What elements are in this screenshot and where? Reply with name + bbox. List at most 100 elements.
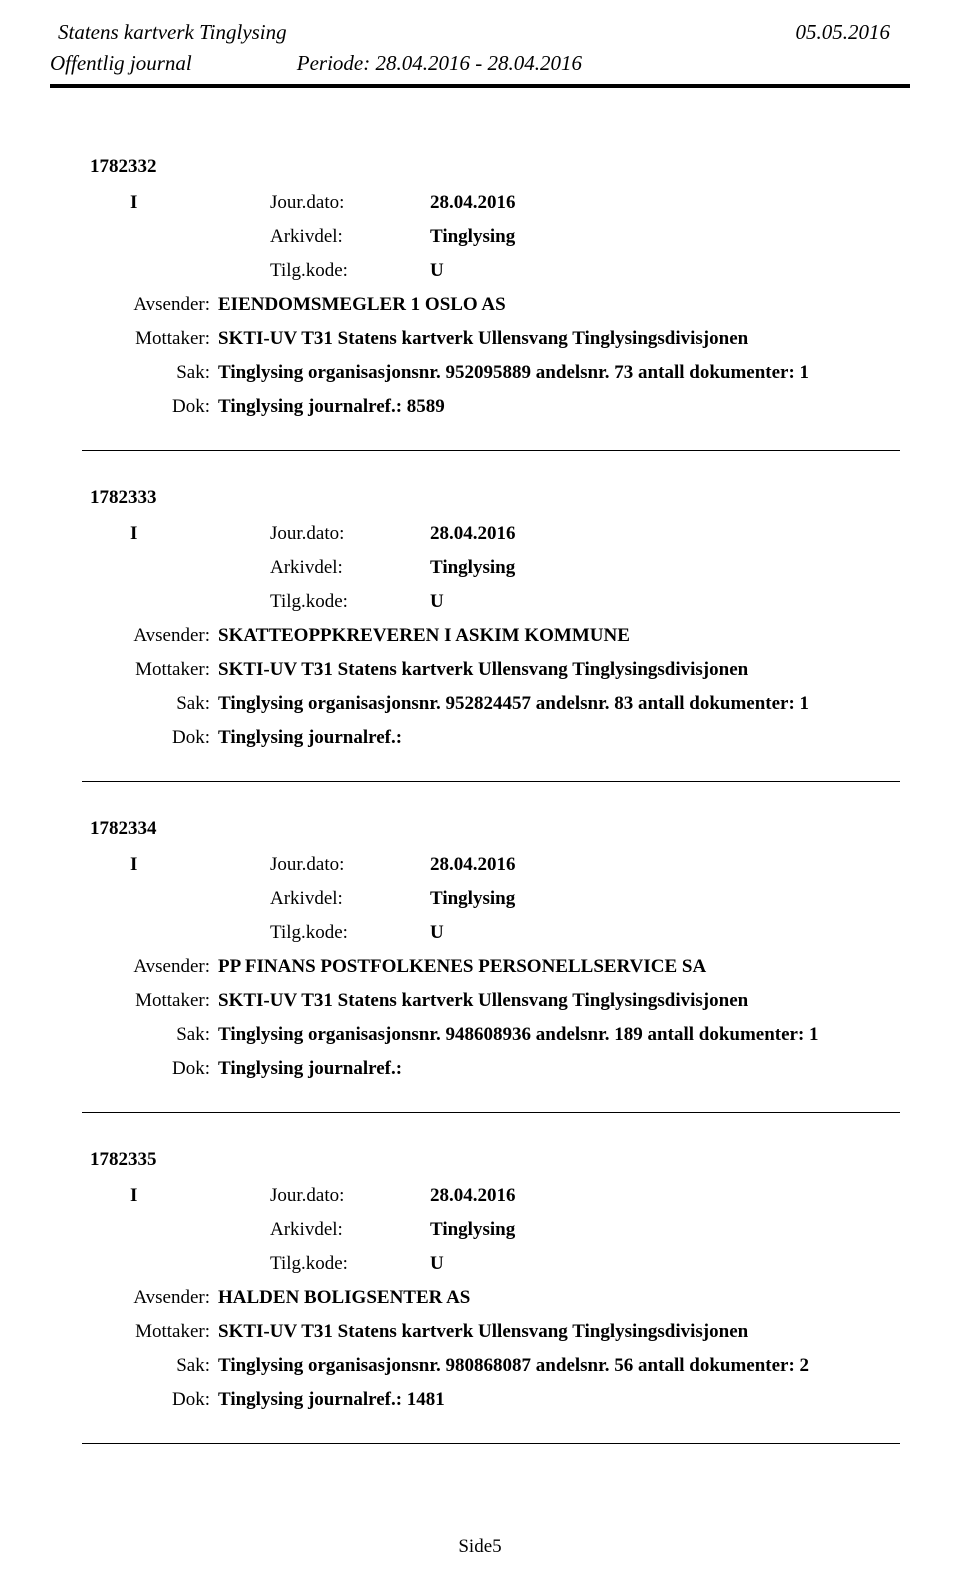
- entry-type: I: [130, 854, 270, 876]
- sak-value: Tinglysing organisasjonsnr. 952095889 an…: [218, 362, 910, 384]
- entry-type: I: [130, 1185, 270, 1207]
- sak-label: Sak:: [90, 362, 218, 384]
- avsender-value: EIENDOMSMEGLER 1 OSLO AS: [218, 294, 910, 316]
- sak-value: Tinglysing organisasjonsnr. 948608936 an…: [218, 1024, 910, 1046]
- mottaker-value: SKTI-UV T31 Statens kartverk Ullensvang …: [218, 1321, 910, 1343]
- avsender-label: Avsender:: [90, 1287, 218, 1309]
- mottaker-label: Mottaker:: [90, 1321, 218, 1343]
- entry-separator: [82, 1112, 900, 1113]
- sak-label: Sak:: [90, 1024, 218, 1046]
- dok-value: Tinglysing journalref.:: [218, 1058, 910, 1080]
- jourdato-value: 28.04.2016: [430, 854, 516, 876]
- tilgkode-value: U: [430, 922, 444, 944]
- header-title: Statens kartverk Tinglysing: [50, 20, 287, 45]
- entry-id: 1782334: [90, 818, 910, 840]
- journal-entry: 1782333IJour.dato:28.04.2016Arkivdel:Tin…: [90, 487, 910, 782]
- mottaker-value: SKTI-UV T31 Statens kartverk Ullensvang …: [218, 990, 910, 1012]
- arkivdel-value: Tinglysing: [430, 557, 515, 579]
- arkivdel-value: Tinglysing: [430, 888, 515, 910]
- entry-dok-line: Dok:Tinglysing journalref.:: [90, 1058, 910, 1080]
- avsender-label: Avsender:: [90, 625, 218, 647]
- entry-separator: [82, 781, 900, 782]
- jourdato-label: Jour.dato:: [270, 192, 430, 214]
- arkivdel-value: Tinglysing: [430, 1219, 515, 1241]
- entry-dok-line: Dok:Tinglysing journalref.: 8589: [90, 396, 910, 418]
- avsender-label: Avsender:: [90, 956, 218, 978]
- tilgkode-value: U: [430, 591, 444, 613]
- entry-jourdato-line: IJour.dato:28.04.2016: [90, 192, 910, 214]
- entry-sak-line: Sak:Tinglysing organisasjonsnr. 98086808…: [90, 1355, 910, 1377]
- entry-mottaker-line: Mottaker:SKTI-UV T31 Statens kartverk Ul…: [90, 1321, 910, 1343]
- entry-tilgkode-line: Tilg.kode:U: [90, 260, 910, 282]
- tilgkode-value: U: [430, 1253, 444, 1275]
- sak-value: Tinglysing organisasjonsnr. 980868087 an…: [218, 1355, 910, 1377]
- avsender-value: PP FINANS POSTFOLKENES PERSONELLSERVICE …: [218, 956, 910, 978]
- sak-label: Sak:: [90, 693, 218, 715]
- entry-avsender-line: Avsender:EIENDOMSMEGLER 1 OSLO AS: [90, 294, 910, 316]
- entry-id: 1782333: [90, 487, 910, 509]
- avsender-value: SKATTEOPPKREVEREN I ASKIM KOMMUNE: [218, 625, 910, 647]
- entry-tilgkode-line: Tilg.kode:U: [90, 922, 910, 944]
- tilgkode-label: Tilg.kode:: [270, 260, 430, 282]
- entry-arkivdel-line: Arkivdel:Tinglysing: [90, 226, 910, 248]
- dok-label: Dok:: [90, 727, 218, 749]
- tilgkode-value: U: [430, 260, 444, 282]
- jourdato-label: Jour.dato:: [270, 523, 430, 545]
- entry-sak-line: Sak:Tinglysing organisasjonsnr. 95282445…: [90, 693, 910, 715]
- avsender-label: Avsender:: [90, 294, 218, 316]
- entry-separator: [82, 1443, 900, 1444]
- arkivdel-label: Arkivdel:: [270, 888, 430, 910]
- entry-sak-line: Sak:Tinglysing organisasjonsnr. 95209588…: [90, 362, 910, 384]
- entry-tilgkode-line: Tilg.kode:U: [90, 591, 910, 613]
- dok-value: Tinglysing journalref.:: [218, 727, 910, 749]
- entry-dok-line: Dok:Tinglysing journalref.: 1481: [90, 1389, 910, 1411]
- tilgkode-label: Tilg.kode:: [270, 591, 430, 613]
- avsender-value: HALDEN BOLIGSENTER AS: [218, 1287, 910, 1309]
- entry-type: I: [130, 192, 270, 214]
- arkivdel-label: Arkivdel:: [270, 1219, 430, 1241]
- entry-arkivdel-line: Arkivdel:Tinglysing: [90, 557, 910, 579]
- page-footer: Side5: [0, 1536, 960, 1558]
- jourdato-value: 28.04.2016: [430, 1185, 516, 1207]
- entry-arkivdel-line: Arkivdel:Tinglysing: [90, 888, 910, 910]
- header-date: 05.05.2016: [796, 20, 911, 45]
- entry-avsender-line: Avsender:HALDEN BOLIGSENTER AS: [90, 1287, 910, 1309]
- entry-jourdato-line: IJour.dato:28.04.2016: [90, 1185, 910, 1207]
- entry-dok-line: Dok:Tinglysing journalref.:: [90, 727, 910, 749]
- mottaker-label: Mottaker:: [90, 990, 218, 1012]
- entry-id: 1782335: [90, 1149, 910, 1171]
- dok-value: Tinglysing journalref.: 1481: [218, 1389, 910, 1411]
- entry-avsender-line: Avsender:SKATTEOPPKREVEREN I ASKIM KOMMU…: [90, 625, 910, 647]
- jourdato-value: 28.04.2016: [430, 523, 516, 545]
- jourdato-value: 28.04.2016: [430, 192, 516, 214]
- entry-arkivdel-line: Arkivdel:Tinglysing: [90, 1219, 910, 1241]
- entry-tilgkode-line: Tilg.kode:U: [90, 1253, 910, 1275]
- page-header: Statens kartverk Tinglysing 05.05.2016 O…: [50, 20, 910, 88]
- arkivdel-label: Arkivdel:: [270, 557, 430, 579]
- sak-label: Sak:: [90, 1355, 218, 1377]
- page-number: Side5: [458, 1536, 501, 1557]
- dok-label: Dok:: [90, 1389, 218, 1411]
- mottaker-value: SKTI-UV T31 Statens kartverk Ullensvang …: [218, 328, 910, 350]
- dok-label: Dok:: [90, 396, 218, 418]
- entry-mottaker-line: Mottaker:SKTI-UV T31 Statens kartverk Ul…: [90, 328, 910, 350]
- tilgkode-label: Tilg.kode:: [270, 922, 430, 944]
- entry-type: I: [130, 523, 270, 545]
- entry-avsender-line: Avsender:PP FINANS POSTFOLKENES PERSONEL…: [90, 956, 910, 978]
- tilgkode-label: Tilg.kode:: [270, 1253, 430, 1275]
- entry-mottaker-line: Mottaker:SKTI-UV T31 Statens kartverk Ul…: [90, 990, 910, 1012]
- entries-list: 1782332IJour.dato:28.04.2016Arkivdel:Tin…: [50, 96, 910, 1444]
- entry-jourdato-line: IJour.dato:28.04.2016: [90, 854, 910, 876]
- entry-separator: [82, 450, 900, 451]
- journal-entry: 1782334IJour.dato:28.04.2016Arkivdel:Tin…: [90, 818, 910, 1113]
- jourdato-label: Jour.dato:: [270, 1185, 430, 1207]
- arkivdel-label: Arkivdel:: [270, 226, 430, 248]
- dok-label: Dok:: [90, 1058, 218, 1080]
- mottaker-label: Mottaker:: [90, 328, 218, 350]
- mottaker-label: Mottaker:: [90, 659, 218, 681]
- dok-value: Tinglysing journalref.: 8589: [218, 396, 910, 418]
- jourdato-label: Jour.dato:: [270, 854, 430, 876]
- header-rule: [50, 84, 910, 88]
- entry-mottaker-line: Mottaker:SKTI-UV T31 Statens kartverk Ul…: [90, 659, 910, 681]
- header-journal: Offentlig journal: [50, 51, 192, 76]
